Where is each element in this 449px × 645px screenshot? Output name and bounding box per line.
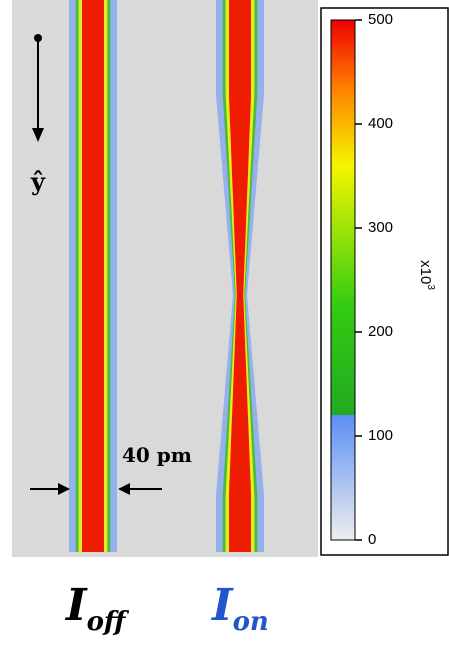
arrow-head xyxy=(32,128,44,142)
colorbar-tick-label: 100 xyxy=(368,427,393,444)
label-sub: off xyxy=(87,607,130,637)
colorbar-tick-label: 200 xyxy=(368,323,393,340)
colorbar-tick-label: 0 xyxy=(368,531,376,548)
heatmap-background xyxy=(12,0,318,557)
width-arrowhead-left xyxy=(58,483,70,495)
beam-layer xyxy=(82,0,104,552)
beams xyxy=(69,0,264,552)
width-arrowhead-right xyxy=(118,483,130,495)
scale-label: x103 xyxy=(417,260,436,290)
label-main: I xyxy=(64,580,88,631)
beam-layer xyxy=(229,0,251,552)
label-off: Ioff xyxy=(64,580,130,637)
colorbar-tick-label: 500 xyxy=(368,11,393,28)
colorbar-tick-label: 300 xyxy=(368,219,393,236)
label-on: Ion xyxy=(210,580,269,637)
colorbar-tick-label: 400 xyxy=(368,115,393,132)
scale-base: x10 xyxy=(417,260,434,284)
axis-label: ŷ xyxy=(30,167,46,196)
label-main: I xyxy=(210,580,234,631)
scale-exponent: 3 xyxy=(425,284,436,290)
label-sub: on xyxy=(233,607,269,637)
width-label: 40 pm xyxy=(122,443,192,467)
colorbar xyxy=(330,19,356,541)
